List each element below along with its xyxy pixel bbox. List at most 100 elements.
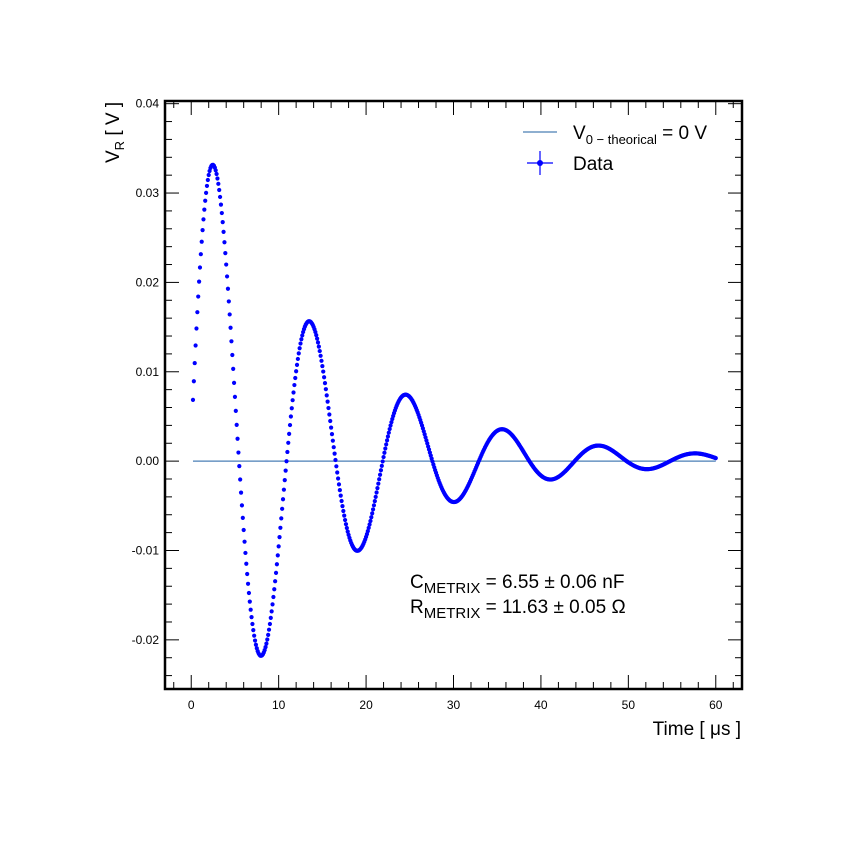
data-point: [280, 506, 285, 511]
data-point: [238, 490, 244, 495]
data-point: [274, 562, 279, 567]
data-point: [277, 535, 282, 540]
data-point: [335, 470, 340, 475]
data-point: [238, 477, 243, 482]
data-point: [280, 497, 286, 502]
data-point: [282, 478, 287, 483]
data-point: [267, 621, 273, 627]
data-point: [190, 397, 196, 402]
data-point: [235, 436, 240, 441]
data-point: [328, 418, 333, 424]
data-point: [365, 529, 370, 534]
annotation-capacitance: CMETRIX = 6.55 ± 0.06 nF: [410, 572, 624, 597]
data-point: [318, 353, 323, 358]
data-point: [368, 518, 373, 524]
data-point: [293, 375, 298, 381]
data-point: [221, 229, 226, 234]
data-point: [294, 369, 299, 374]
data-point: [269, 609, 274, 614]
legend-entry-data: Data: [573, 154, 614, 175]
data-point: [317, 348, 322, 354]
data-point: [222, 240, 227, 245]
data-point: [248, 607, 253, 612]
data-point: [376, 481, 381, 486]
data-point: [342, 517, 348, 523]
data-point: [297, 346, 302, 351]
data-point: [375, 486, 380, 491]
data-point: [228, 325, 233, 330]
data-point: [263, 645, 268, 650]
y-axis-label-sub: R: [112, 141, 127, 150]
x-axis-label: Time [ μs ]: [653, 719, 741, 740]
data-point: [217, 194, 223, 200]
x-tick-label: 40: [534, 698, 548, 712]
data-point: [329, 432, 335, 437]
data-point: [336, 482, 342, 487]
data-point: [281, 487, 286, 492]
data-point: [278, 525, 283, 530]
x-tick-label: 60: [709, 698, 723, 712]
data-point: [217, 187, 222, 193]
y-tick-label: 0.00: [136, 454, 160, 468]
data-point: [200, 228, 205, 233]
data-point: [384, 442, 389, 447]
data-point: [224, 274, 230, 279]
data-point: [220, 220, 225, 225]
data-point: [201, 217, 206, 222]
data-point: [292, 382, 297, 388]
data-point: [300, 333, 305, 338]
data-point: [196, 294, 201, 299]
data-point: [241, 527, 246, 533]
data-point: [389, 420, 394, 425]
data-point: [243, 550, 248, 556]
data-point: [273, 579, 278, 584]
data-point: [227, 312, 232, 317]
y-tick-label: 0.02: [136, 275, 160, 289]
data-point: [319, 358, 324, 363]
annotation-resistance: RMETRIX = 11.63 ± 0.05 Ω: [410, 597, 626, 622]
data-point: [334, 464, 339, 469]
data-point: [330, 438, 335, 443]
data-point: [244, 561, 249, 566]
data-point: [322, 381, 328, 386]
data-point: [197, 265, 203, 270]
data-point: [288, 414, 293, 419]
legend: V0 − theorical = 0 V Data: [523, 123, 707, 175]
data-point: [325, 399, 330, 404]
data-point: [250, 621, 255, 627]
data-point: [245, 571, 250, 577]
data-point: [253, 642, 259, 647]
data-point: [203, 198, 208, 203]
data-point: [332, 451, 337, 456]
data-point: [191, 379, 196, 384]
data-point: [230, 352, 235, 358]
data-point: [214, 171, 219, 177]
data-point: [372, 499, 377, 504]
data-point: [289, 406, 294, 411]
data-point: [229, 339, 234, 344]
data-point: [287, 431, 292, 436]
data-point: [271, 594, 276, 600]
annotations: CMETRIX = 6.55 ± 0.06 nF RMETRIX = 11.63…: [410, 572, 626, 622]
data-point: [378, 468, 384, 473]
data-point: [249, 615, 254, 620]
data-point: [279, 516, 284, 521]
data-point: [326, 405, 331, 411]
data-point: [384, 438, 390, 443]
data-point: [197, 279, 202, 284]
data-point: [266, 627, 272, 632]
data-point: [383, 446, 388, 451]
data-point: [242, 539, 247, 544]
y-axis-label: VR [ V ]: [103, 102, 127, 163]
data-point: [314, 333, 319, 338]
y-axis-label-unit: [ V ]: [103, 102, 124, 141]
data-point: [213, 168, 218, 173]
plot-area: [190, 162, 718, 658]
data-point: [218, 202, 224, 207]
x-tick-label: 50: [622, 698, 636, 712]
data-point: [252, 638, 258, 643]
data-point: [298, 341, 303, 346]
data-point: [273, 570, 279, 575]
y-tick-label: -0.01: [132, 543, 160, 557]
data-point: [205, 177, 210, 183]
